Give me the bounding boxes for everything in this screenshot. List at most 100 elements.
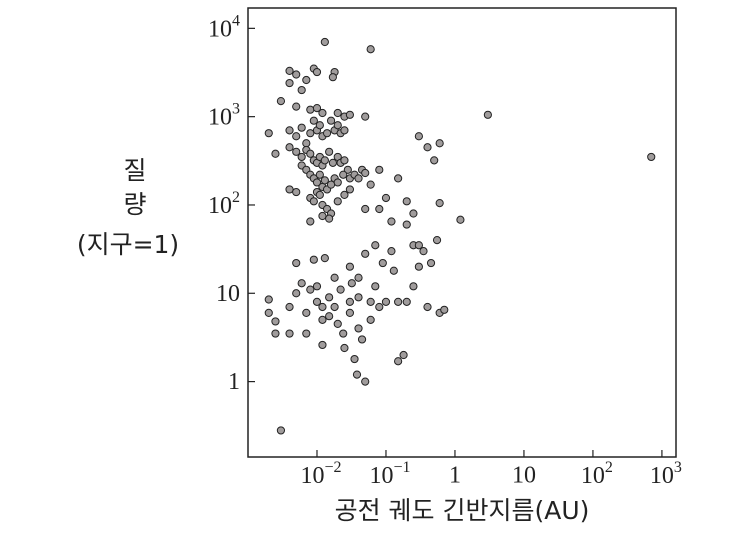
data-point	[309, 197, 318, 206]
data-point	[312, 104, 322, 113]
tick-label: 1	[228, 369, 240, 395]
data-point	[419, 247, 428, 256]
data-point	[414, 262, 423, 271]
data-point	[315, 170, 324, 179]
tick-label: 10−1	[369, 459, 410, 489]
data-point	[345, 297, 355, 306]
data-point	[297, 152, 306, 162]
data-point	[276, 426, 286, 435]
data-point	[320, 156, 329, 165]
data-point	[312, 282, 322, 291]
tick-label-exponent: 4	[232, 12, 240, 29]
data-point	[394, 174, 403, 183]
data-point	[292, 102, 301, 111]
data-point	[306, 217, 315, 226]
data-point	[312, 178, 322, 187]
data-point	[302, 308, 311, 317]
data-point	[371, 282, 380, 291]
data-point	[276, 97, 286, 106]
data-point	[387, 217, 396, 226]
y-axis-label: (지구=1)	[77, 230, 179, 259]
data-point	[352, 370, 362, 379]
tick-label-exponent: −1	[393, 459, 410, 476]
data-point	[333, 108, 342, 118]
y-axis-label: 량	[123, 190, 146, 219]
y-axis-label: 질	[123, 156, 146, 185]
data-point	[423, 143, 432, 152]
data-point	[361, 112, 370, 121]
data-point	[414, 241, 423, 250]
data-point	[381, 297, 391, 306]
data-point	[325, 293, 334, 302]
data-point	[371, 241, 380, 250]
data-point	[345, 110, 355, 119]
data-point	[366, 297, 375, 306]
data-point	[354, 324, 363, 333]
data-point	[292, 258, 301, 268]
data-point	[306, 149, 315, 158]
tick-label-base: 10	[208, 104, 232, 130]
data-point	[271, 329, 280, 338]
data-point	[394, 357, 403, 366]
data-point	[340, 126, 349, 135]
data-point	[333, 121, 342, 130]
data-point	[315, 121, 324, 130]
data-point	[330, 302, 339, 312]
tick-label-exponent: −2	[324, 459, 341, 476]
data-point	[375, 302, 384, 312]
tick-label: 10	[512, 463, 536, 489]
data-point	[366, 45, 375, 54]
data-point	[285, 66, 294, 75]
data-point	[315, 190, 324, 200]
data-point	[285, 329, 294, 338]
data-point	[361, 204, 370, 214]
data-point	[285, 302, 294, 312]
data-point	[309, 116, 318, 125]
tick-label-exponent: 3	[674, 459, 682, 476]
data-point	[328, 73, 337, 82]
data-point	[402, 297, 411, 306]
data-point	[361, 377, 370, 386]
data-point	[325, 214, 334, 223]
data-point	[264, 295, 273, 304]
data-point	[326, 116, 336, 125]
x-axis-label: 공전 궤도 긴반지름(AU)	[335, 496, 590, 525]
data-point	[375, 204, 384, 214]
data-point	[340, 190, 349, 200]
data-point	[361, 168, 370, 178]
data-point	[297, 123, 306, 132]
data-point	[271, 149, 280, 158]
data-point	[292, 132, 301, 141]
data-point	[647, 152, 656, 162]
data-point	[387, 247, 396, 256]
data-point	[328, 158, 337, 167]
data-point	[285, 126, 294, 135]
data-point	[292, 147, 301, 156]
data-point	[354, 174, 363, 183]
data-point	[320, 37, 329, 47]
data-point	[435, 139, 444, 148]
data-point	[322, 129, 332, 138]
tick-label-base: 10	[208, 192, 232, 218]
data-point	[320, 176, 329, 185]
data-point	[414, 132, 423, 141]
data-point	[339, 329, 348, 338]
data-point	[318, 108, 327, 118]
data-point	[306, 105, 315, 114]
data-point	[339, 170, 348, 179]
tick-label: 1	[449, 463, 461, 489]
data-point	[318, 340, 327, 350]
tick-label: 104	[208, 12, 240, 42]
tick-label: 103	[208, 100, 240, 130]
data-point	[340, 156, 349, 165]
data-point	[366, 315, 375, 324]
data-point	[336, 285, 345, 294]
data-point	[306, 129, 315, 138]
data-point	[306, 285, 315, 294]
data-point	[325, 147, 334, 156]
tick-label: 10	[216, 281, 240, 307]
data-point	[435, 199, 444, 208]
data-point	[409, 209, 418, 218]
tick-label: 103	[650, 459, 682, 489]
tick-label: 102	[581, 459, 613, 489]
